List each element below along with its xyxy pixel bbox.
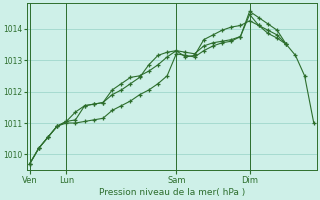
X-axis label: Pression niveau de la mer( hPa ): Pression niveau de la mer( hPa ) bbox=[99, 188, 245, 197]
